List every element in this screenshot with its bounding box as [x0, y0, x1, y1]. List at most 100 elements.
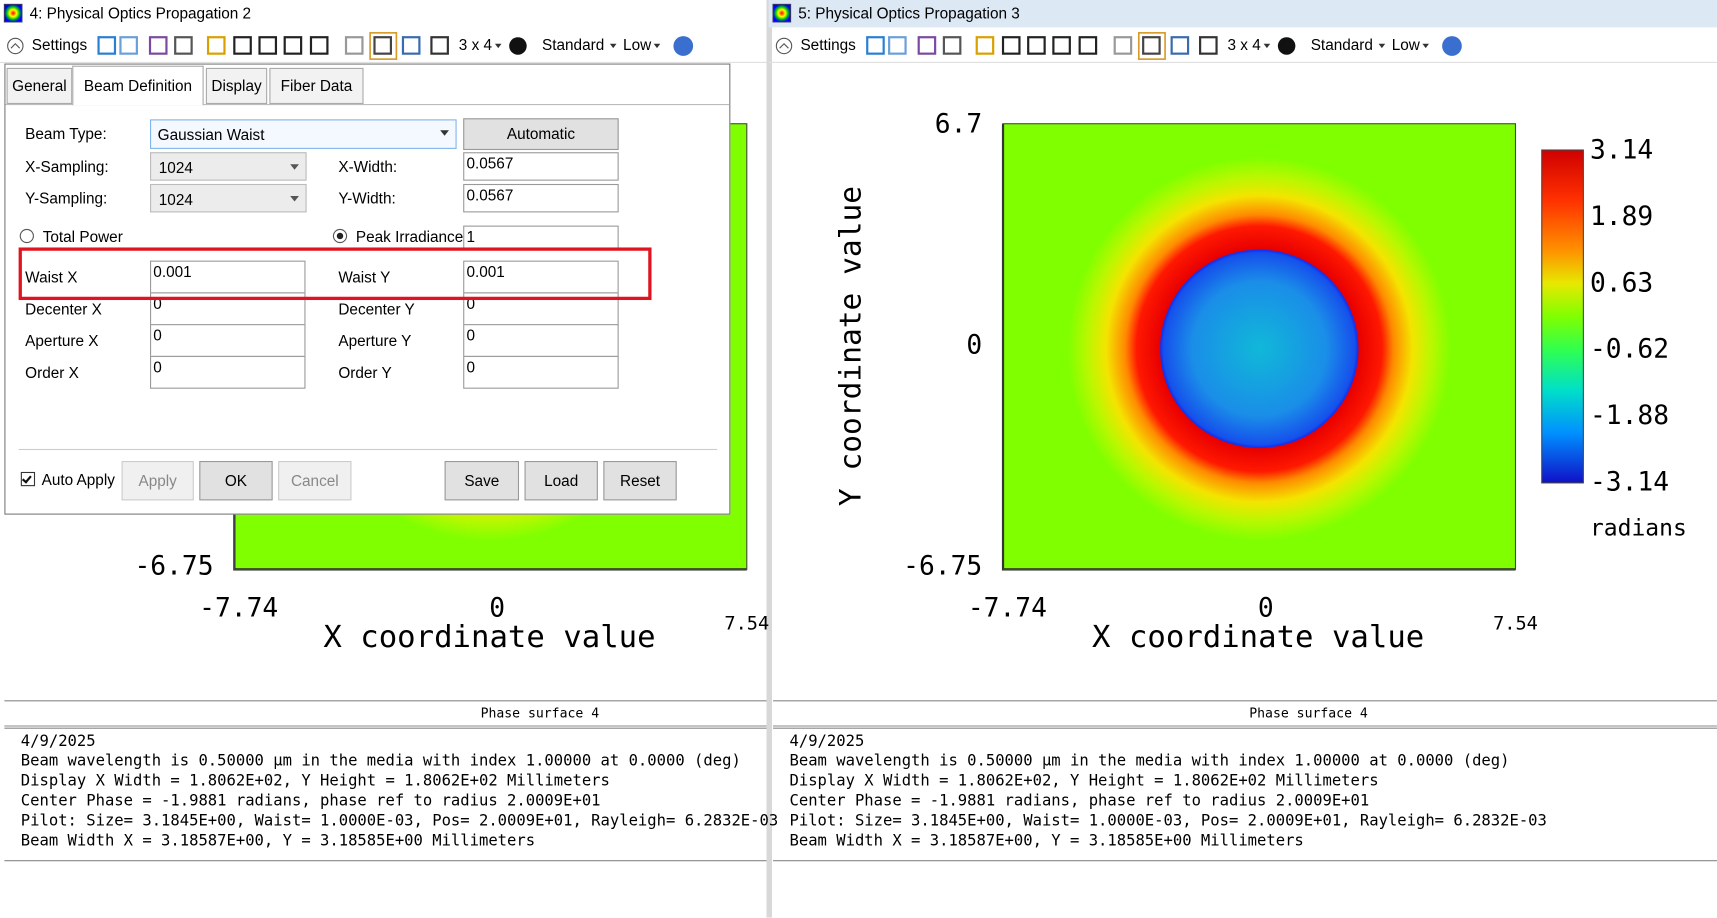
checkbox[interactable] [20, 471, 36, 487]
x-right-label: 7.54 [724, 614, 769, 635]
separator [18, 448, 718, 451]
text-input[interactable]: 0.0567 [463, 183, 619, 213]
checkbox-label: Auto Apply [41, 470, 115, 489]
toolbar-button[interactable] [174, 36, 193, 55]
field-label: Waist Y [338, 268, 391, 286]
x-axis-title: X coordinate value [1092, 620, 1424, 655]
help-button[interactable] [673, 36, 694, 56]
toolbar-button[interactable] [401, 36, 421, 55]
report-line: Pilot: Size= 3.1845E+00, Waist= 1.0000E-… [21, 812, 778, 830]
field-label: Order X [25, 363, 79, 382]
tab[interactable]: Beam Definition [72, 65, 204, 106]
dialog-button[interactable]: Apply [121, 460, 194, 501]
toolbar-button[interactable] [119, 36, 138, 55]
report-borders [773, 700, 1717, 862]
text-input[interactable]: 0.001 [150, 260, 306, 294]
active-toggle [369, 32, 398, 60]
text-input[interactable]: 0.0567 [463, 152, 619, 181]
standard-button[interactable]: Standard [542, 37, 604, 54]
toolbar-button[interactable] [1052, 36, 1071, 55]
text-input[interactable]: 0 [150, 324, 306, 357]
help-button[interactable] [1442, 36, 1462, 56]
automatic-button[interactable]: Automatic [463, 118, 619, 151]
toolbar-button[interactable] [344, 36, 364, 55]
select-arrow [440, 130, 449, 136]
radio-label: Peak Irradiance [355, 227, 464, 246]
window-title: 4: Physical Optics Propagation 2 [30, 5, 252, 22]
field-label: X-Sampling: [25, 157, 109, 176]
toolbar-button[interactable] [1113, 36, 1133, 55]
toolbar-button[interactable] [373, 36, 393, 55]
tab[interactable]: Fiber Data [269, 67, 364, 105]
radio-label: Total Power [42, 227, 123, 246]
toolbar-button[interactable] [1078, 36, 1098, 55]
colorbar [1541, 149, 1584, 484]
toolbar-button[interactable] [866, 36, 885, 55]
text-input[interactable]: 1 [463, 225, 619, 250]
radio-checked[interactable] [332, 228, 348, 244]
toolbar-button[interactable] [1199, 36, 1218, 55]
text-input[interactable]: 0 [150, 355, 306, 389]
toolbar-button[interactable] [975, 36, 995, 55]
layout-button[interactable]: 3 x 4 [1227, 37, 1261, 54]
y-top-label: 6.7 [935, 109, 982, 139]
low-button[interactable]: Low [623, 37, 652, 54]
toolbar-button[interactable] [148, 36, 168, 55]
tab[interactable]: Display [205, 67, 268, 105]
phase-plot: 6.7 0 -6.75 -7.74 0 7.54 X coordinate value Y c… [833, 109, 1686, 655]
window-title: 5: Physical Optics Propagation 3 [798, 5, 1020, 22]
dropdown-arrow [1263, 43, 1271, 49]
report-line: Pilot: Size= 3.1845E+00, Waist= 1.0000E-… [789, 812, 1546, 830]
chevron [10, 43, 21, 49]
field-label: Order Y [338, 363, 392, 382]
dialog-button[interactable]: Save [444, 460, 520, 501]
dialog-button[interactable]: Load [524, 460, 598, 501]
toolbar-button[interactable] [888, 36, 907, 55]
settings-toggle[interactable] [775, 37, 793, 55]
dropdown[interactable]: 1024 [150, 183, 307, 213]
dialog-button[interactable]: Reset [603, 460, 677, 501]
dialog-button[interactable]: Cancel [278, 460, 352, 501]
refresh-button[interactable] [509, 37, 527, 55]
toolbar-button[interactable] [1001, 36, 1021, 55]
highlight-box [18, 247, 652, 301]
colorbar-tick-label: 1.89 [1590, 202, 1653, 232]
toolbar-button[interactable] [942, 36, 962, 55]
text-input[interactable]: 0 [463, 324, 619, 357]
toolbar-button[interactable] [309, 36, 329, 55]
dropdown[interactable]: 1024 [150, 152, 307, 181]
label: Beam Type: [25, 124, 107, 143]
toolbar-button[interactable] [206, 36, 226, 55]
select-arrow [290, 196, 299, 202]
standard-button[interactable]: Standard [1311, 37, 1373, 54]
toolbar-button[interactable] [283, 36, 303, 55]
radio[interactable] [19, 228, 34, 244]
toolbar-button[interactable] [430, 36, 449, 55]
tab[interactable]: General [6, 67, 73, 105]
settings-label[interactable]: Settings [800, 37, 856, 54]
colorbar-tick-label: -0.62 [1590, 335, 1669, 365]
report-line: Display X Width = 1.8062E+02, Y Height =… [789, 772, 1378, 790]
toolbar-button[interactable] [97, 36, 117, 55]
colorbar-unit: radians [1590, 515, 1687, 541]
refresh-button[interactable] [1277, 37, 1296, 55]
report-line: Beam Width X = 3.18587E+00, Y = 3.18585E… [21, 831, 535, 849]
settings-label[interactable]: Settings [32, 37, 88, 54]
low-button[interactable]: Low [1392, 37, 1421, 54]
layout-button[interactable]: 3 x 4 [459, 37, 493, 54]
toolbar-button[interactable] [233, 36, 252, 55]
dropdown-arrow [653, 43, 661, 49]
toolbar-button[interactable] [1027, 36, 1046, 55]
dialog-button[interactable]: OK [199, 460, 273, 501]
x-right-label: 7.54 [1493, 614, 1538, 635]
y-axis-title: Y coordinate value [833, 186, 867, 506]
field-label: Y-Sampling: [25, 189, 108, 207]
y-bottom-label: -6.75 [903, 552, 982, 582]
toolbar-button[interactable] [258, 36, 278, 55]
toolbar-button[interactable] [1142, 36, 1161, 55]
toolbar-button[interactable] [1170, 36, 1190, 55]
toolbar-button[interactable] [917, 36, 937, 55]
text-input[interactable]: 0 [463, 355, 619, 389]
settings-toggle[interactable] [7, 37, 24, 55]
beam-type-select[interactable]: Gaussian Waist [150, 119, 457, 149]
